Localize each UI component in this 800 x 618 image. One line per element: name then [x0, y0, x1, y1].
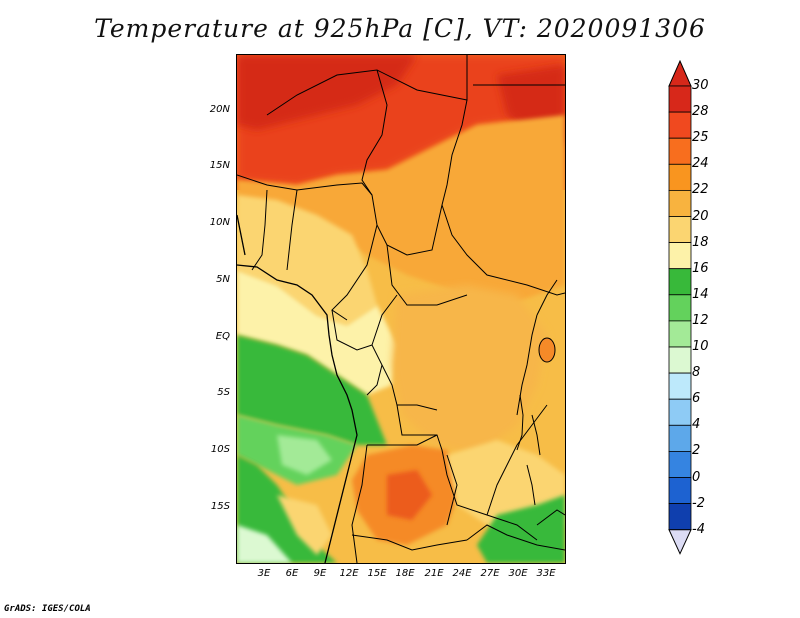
- colorbar-box: [668, 372, 692, 400]
- colorbar-box: [668, 346, 692, 374]
- map-canvas: [237, 55, 565, 563]
- lat-label-5s: 5S: [217, 387, 230, 398]
- lon-label-9e: 9E: [313, 568, 327, 579]
- lon-label-3e: 3E: [257, 568, 271, 579]
- colorbar-box: [668, 163, 692, 191]
- lat-label-5n: 5N: [216, 274, 230, 285]
- grads-credit: GrADS: IGES/COLA: [4, 604, 91, 614]
- colorbar-box: [668, 189, 692, 217]
- colorbar-label: 6: [692, 391, 701, 407]
- lon-label-12e: 12E: [339, 568, 359, 579]
- colorbar-label: 10: [692, 339, 709, 354]
- temperature-map: [236, 54, 566, 564]
- country-borders: [237, 55, 565, 563]
- colorbar-label: 22: [692, 182, 709, 198]
- colorbar-label: -4: [692, 521, 705, 537]
- colorbar-box: [668, 242, 692, 270]
- colorbar-box: [668, 477, 692, 505]
- colorbar-box: [668, 137, 692, 165]
- lat-label-10s: 10S: [210, 444, 230, 455]
- colorbar-box: [668, 294, 692, 322]
- colorbar-box: [668, 111, 692, 139]
- colorbar-label: 20: [692, 208, 709, 224]
- lat-label-15s: 15S: [210, 501, 230, 512]
- colorbar-box: [668, 216, 692, 244]
- colorbar-label: -2: [692, 495, 705, 511]
- colorbar-top-arrow: [668, 60, 692, 87]
- coastline: [237, 214, 358, 563]
- colorbar-label: 0: [692, 469, 701, 485]
- zone-16-18-ocean: [237, 335, 387, 445]
- colorbar-label: 24: [692, 156, 709, 172]
- lon-label-33e: 33E: [536, 568, 556, 579]
- colorbar: [668, 60, 692, 555]
- chart-title: Temperature at 925hPa [C], VT: 202009130…: [94, 14, 706, 43]
- lat-label-10n: 10N: [209, 217, 230, 228]
- colorbar-box: [668, 503, 692, 531]
- lon-label-30e: 30E: [508, 568, 528, 579]
- lat-label-15n: 15N: [209, 160, 230, 171]
- lon-label-18e: 18E: [395, 568, 415, 579]
- colorbar-box: [668, 268, 692, 296]
- lon-label-15e: 15E: [367, 568, 387, 579]
- colorbar-label: 16: [692, 260, 709, 276]
- colorbar-box: [668, 320, 692, 348]
- colorbar-label: 25: [692, 130, 709, 146]
- colorbar-label: 14: [692, 286, 709, 302]
- colorbar-bottom-arrow: [668, 529, 692, 555]
- colorbar-label: 4: [692, 417, 701, 433]
- lat-label-20n: 20N: [209, 104, 230, 115]
- colorbar-box: [668, 85, 692, 113]
- colorbar-box: [668, 398, 692, 426]
- colorbar-box: [668, 450, 692, 478]
- colorbar-box: [668, 424, 692, 452]
- colorbar-label: 12: [692, 312, 709, 328]
- lon-label-27e: 27E: [480, 568, 500, 579]
- lon-label-24e: 24E: [452, 568, 472, 579]
- lon-label-21e: 21E: [424, 568, 444, 579]
- colorbar-label: 18: [692, 234, 709, 250]
- colorbar-label: 28: [692, 104, 709, 120]
- lat-label-eq: EQ: [215, 331, 230, 342]
- lakes: [516, 337, 556, 506]
- colorbar-label: 2: [692, 443, 701, 459]
- colorbar-label: 30: [692, 78, 709, 93]
- colorbar-label: 8: [692, 365, 701, 381]
- lon-label-6e: 6E: [285, 568, 299, 579]
